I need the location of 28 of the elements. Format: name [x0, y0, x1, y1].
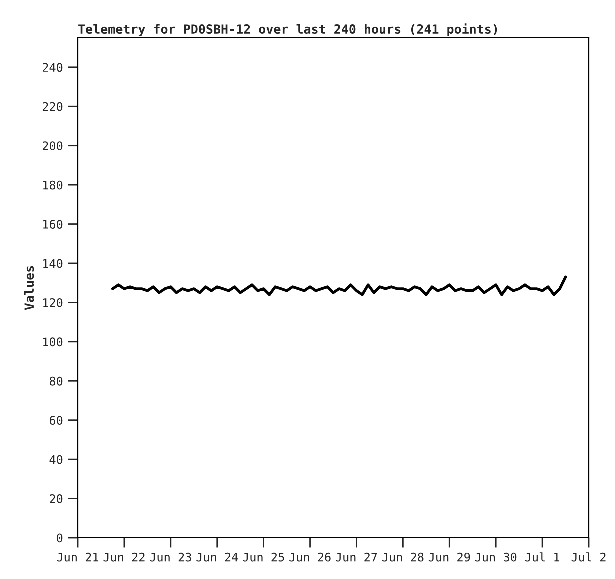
- x-tick-label: Jul 1: [525, 552, 560, 562]
- y-tick-label: 100: [44, 338, 63, 347]
- x-tick-label: Jun 23: [150, 552, 192, 562]
- y-tick-label: 200: [42, 142, 63, 151]
- chart-title: Telemetry for PD0SBH-12 over last 240 hours (241 points): [78, 24, 498, 36]
- line-series: [111, 276, 568, 296]
- y-tick-label: 180: [44, 180, 63, 190]
- x-tick-label: Jun 28: [382, 552, 424, 562]
- y-tick-label: 240: [42, 63, 63, 72]
- x-tick-label: Jun 22: [104, 552, 145, 562]
- y-tick-label: 60: [50, 416, 63, 426]
- x-tick-label: Jun 21: [57, 552, 99, 562]
- x-tick-label: Jun 25: [243, 552, 284, 562]
- x-tick-label: Jun 29: [428, 552, 470, 562]
- x-tick-label: Jun 27: [336, 552, 378, 562]
- y-tick-label: 160: [44, 220, 63, 229]
- y-axis-title: Values: [24, 266, 34, 310]
- x-tick-label: Jun 24: [196, 552, 238, 562]
- x-tick-label: Jun 26: [290, 552, 331, 562]
- y-tick-label: 20: [50, 494, 63, 504]
- y-tick-label: 220: [42, 102, 63, 112]
- x-tick-label: Jun 30: [475, 552, 517, 562]
- y-tick-label: 40: [50, 455, 63, 464]
- x-tick-label: Jul 2: [572, 552, 606, 562]
- y-tick-label: 80: [50, 376, 63, 386]
- y-tick-label: 0: [57, 534, 63, 543]
- y-tick-label: 140: [44, 259, 63, 268]
- y-tick-label: 120: [44, 298, 63, 308]
